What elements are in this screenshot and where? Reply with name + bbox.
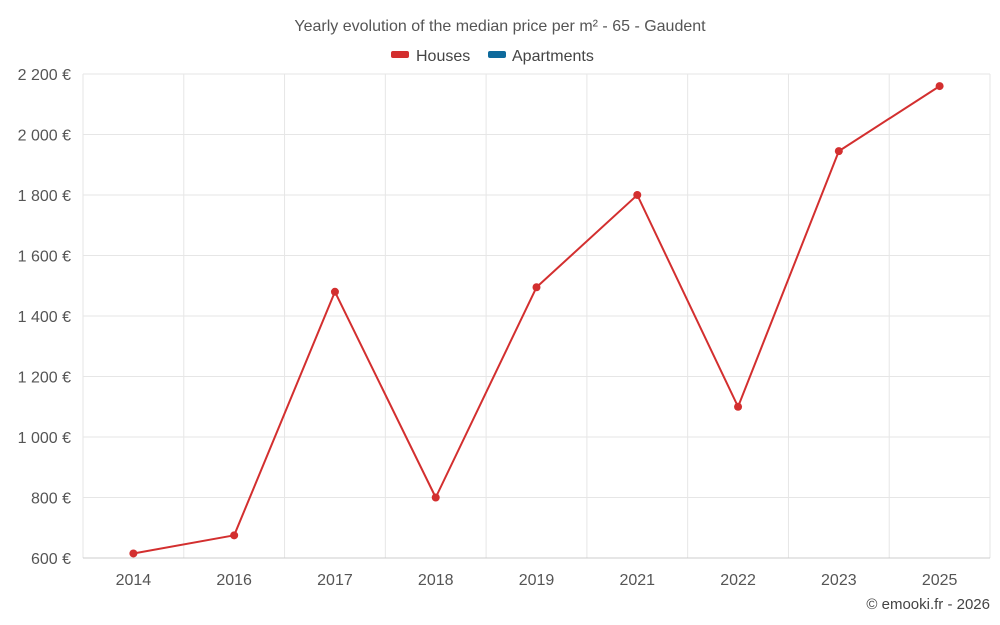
legend-item-houses[interactable]: Houses bbox=[391, 48, 470, 65]
legend-swatch-apartments bbox=[488, 51, 506, 58]
houses-line bbox=[133, 85, 941, 555]
houses-point[interactable] bbox=[935, 82, 944, 91]
x-tick-label: 2014 bbox=[116, 572, 152, 589]
x-gridlines bbox=[82, 74, 991, 558]
houses-point[interactable] bbox=[330, 287, 339, 296]
y-tick-label: 1 800 € bbox=[18, 188, 71, 205]
x-tick-label: 2016 bbox=[216, 572, 252, 589]
y-tick-label: 1 200 € bbox=[18, 370, 71, 387]
houses-point[interactable] bbox=[230, 531, 239, 540]
x-tick-label: 2022 bbox=[720, 572, 756, 589]
houses-point[interactable] bbox=[734, 402, 743, 411]
x-axis-labels: 2014 2016 2017 2018 2019 2021 2022 2023 2025 bbox=[116, 572, 958, 589]
y-tick-label: 2 200 € bbox=[18, 67, 71, 84]
x-tick-label: 2019 bbox=[519, 572, 555, 589]
x-tick-label: 2023 bbox=[821, 572, 857, 589]
y-tick-label: 1 400 € bbox=[18, 309, 71, 326]
legend-label-houses: Houses bbox=[416, 48, 470, 65]
legend-label-apartments: Apartments bbox=[512, 48, 594, 65]
x-tick-label: 2021 bbox=[619, 572, 655, 589]
y-tick-label: 1 600 € bbox=[18, 249, 71, 266]
legend-swatch-houses bbox=[391, 51, 409, 58]
y-tick-label: 800 € bbox=[31, 491, 71, 508]
houses-point[interactable] bbox=[633, 191, 642, 199]
series-houses bbox=[129, 82, 944, 558]
houses-point[interactable] bbox=[129, 549, 138, 558]
y-tick-label: 600 € bbox=[31, 551, 71, 568]
houses-point[interactable] bbox=[532, 283, 541, 292]
x-tick-label: 2018 bbox=[418, 572, 454, 589]
x-tick-label: 2017 bbox=[317, 572, 353, 589]
chart-title: Yearly evolution of the median price per… bbox=[294, 18, 706, 35]
y-gridlines bbox=[83, 73, 990, 498]
x-tick-label: 2025 bbox=[922, 572, 958, 589]
houses-point[interactable] bbox=[834, 147, 843, 156]
y-axis-labels: 600 € 800 € 1 000 € 1 200 € 1 400 € 1 600 € 1 … bbox=[18, 67, 71, 568]
y-tick-label: 2 000 € bbox=[18, 128, 71, 145]
y-tick-label: 1 000 € bbox=[18, 430, 71, 447]
credit-text: © emooki.fr - 2026 bbox=[866, 596, 990, 613]
houses-point[interactable] bbox=[431, 493, 440, 502]
legend-item-apartments[interactable]: Apartments bbox=[488, 48, 594, 65]
legend: Houses Apartments bbox=[391, 48, 594, 65]
